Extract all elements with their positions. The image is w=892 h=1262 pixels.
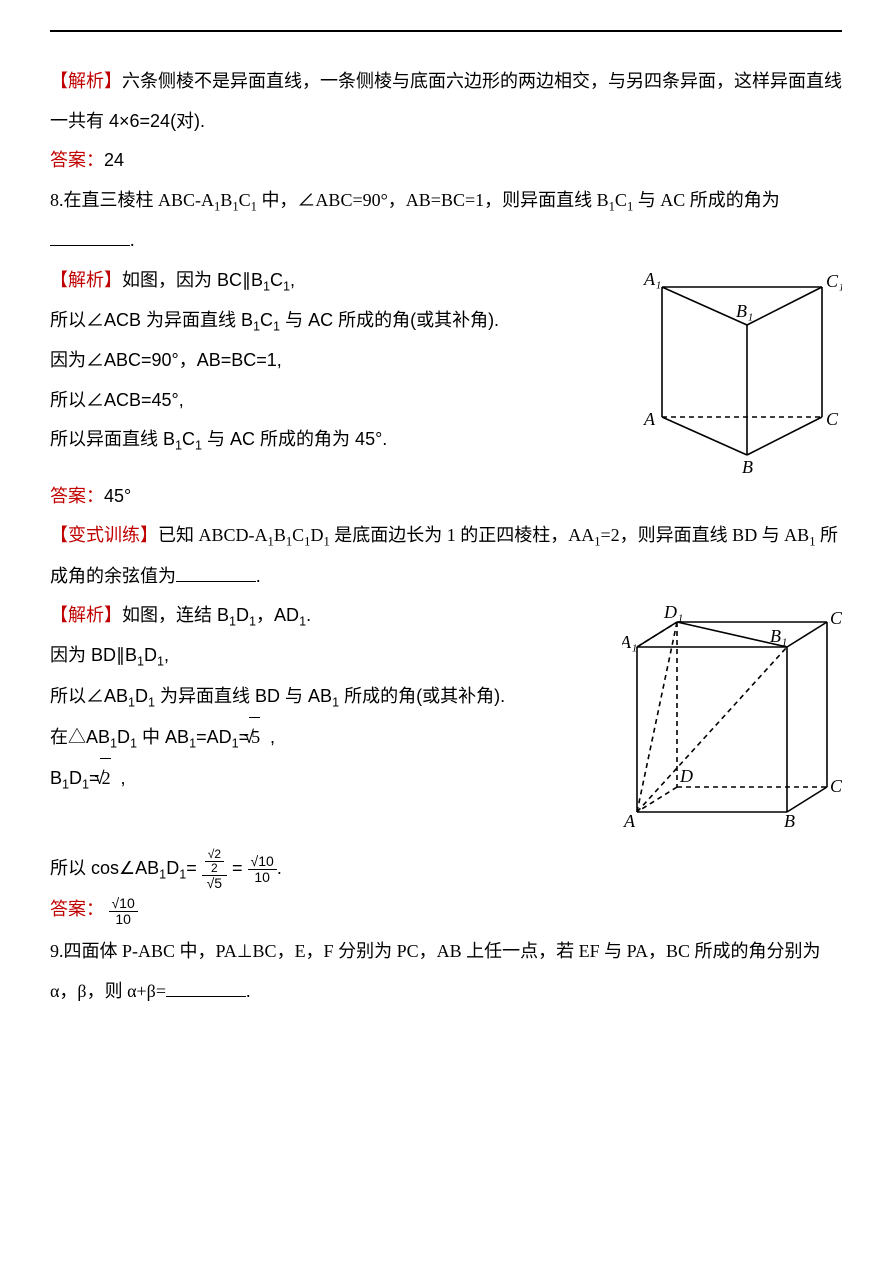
svg-text:B₁: B₁ (736, 301, 753, 321)
analysis-8-line4: 所以∠ACB=45°, (50, 381, 632, 421)
blank-variant (176, 563, 256, 582)
question-8: 8.在直三棱柱 ABC-A1B1C1 中，∠ABC=90°，AB=BC=1，则异… (50, 181, 842, 261)
analysis-8-line1: 【解析】如图，因为 BC∥B1C1, (50, 261, 632, 301)
variant-answer: 答案： √10 10 (50, 896, 842, 926)
variant-question: 【变式训练】已知 ABCD-A1B1C1D1 是底面边长为 1 的正四棱柱，AA… (50, 516, 842, 596)
analysis-8-line3: 因为∠ABC=90°，AB=BC=1, (50, 341, 632, 381)
blank-q8 (50, 227, 130, 246)
variant-line4: 在△AB1D1 中 AB1=AD1=5√, (50, 717, 612, 758)
question-9: 9.四面体 P-ABC 中，PA⊥BC，E，F 分别为 PC，AB 上任一点，若… (50, 932, 842, 1011)
svg-text:A₁: A₁ (622, 632, 637, 652)
svg-text:D₁: D₁ (663, 602, 683, 622)
prism-diagram: A₁ C₁ B₁ A C B (642, 267, 842, 477)
variant-line6: 所以 cos∠AB1D1= √2 2 √5 = √10 10 . (50, 848, 842, 890)
svg-text:D: D (679, 766, 693, 786)
analysis-8-line5: 所以异面直线 B1C1 与 AC 所成的角为 45°. (50, 420, 632, 460)
variant-line1: 【解析】如图，连结 B1D1，AD1. (50, 596, 612, 636)
fraction-result: √10 10 (248, 854, 277, 884)
svg-text:C₁: C₁ (826, 271, 842, 291)
cuboid-diagram: D₁ C₁ A₁ B₁ D C A B (622, 602, 842, 842)
answer-label: 答案： (50, 150, 104, 170)
svg-text:B: B (784, 811, 795, 831)
answer-7: 答案：24 (50, 141, 842, 181)
svg-text:B: B (742, 457, 753, 477)
svg-text:A₁: A₁ (643, 269, 661, 289)
svg-text:C: C (830, 776, 842, 796)
fraction-answer: √10 10 (109, 896, 138, 926)
blank-q9 (166, 978, 246, 997)
svg-text:C₁: C₁ (830, 608, 842, 628)
fraction-nested: √2 2 √5 (202, 848, 227, 890)
analysis-label: 【解析】 (50, 71, 122, 91)
variant-line5: B1D1=2√, (50, 758, 612, 799)
svg-text:A: A (643, 409, 656, 429)
analysis-7: 【解析】六条侧棱不是异面直线，一条侧棱与底面六边形的两边相交，与另四条异面，这样… (50, 62, 842, 141)
svg-text:C: C (826, 409, 839, 429)
svg-text:A: A (623, 811, 636, 831)
answer-8: 答案：45° (50, 477, 842, 517)
variant-line2: 因为 BD∥B1D1, (50, 636, 612, 676)
variant-line3: 所以∠AB1D1 为异面直线 BD 与 AB1 所成的角(或其补角). (50, 677, 612, 717)
analysis-8-line2: 所以∠ACB 为异面直线 B1C1 与 AC 所成的角(或其补角). (50, 301, 632, 341)
svg-text:B₁: B₁ (770, 626, 787, 646)
